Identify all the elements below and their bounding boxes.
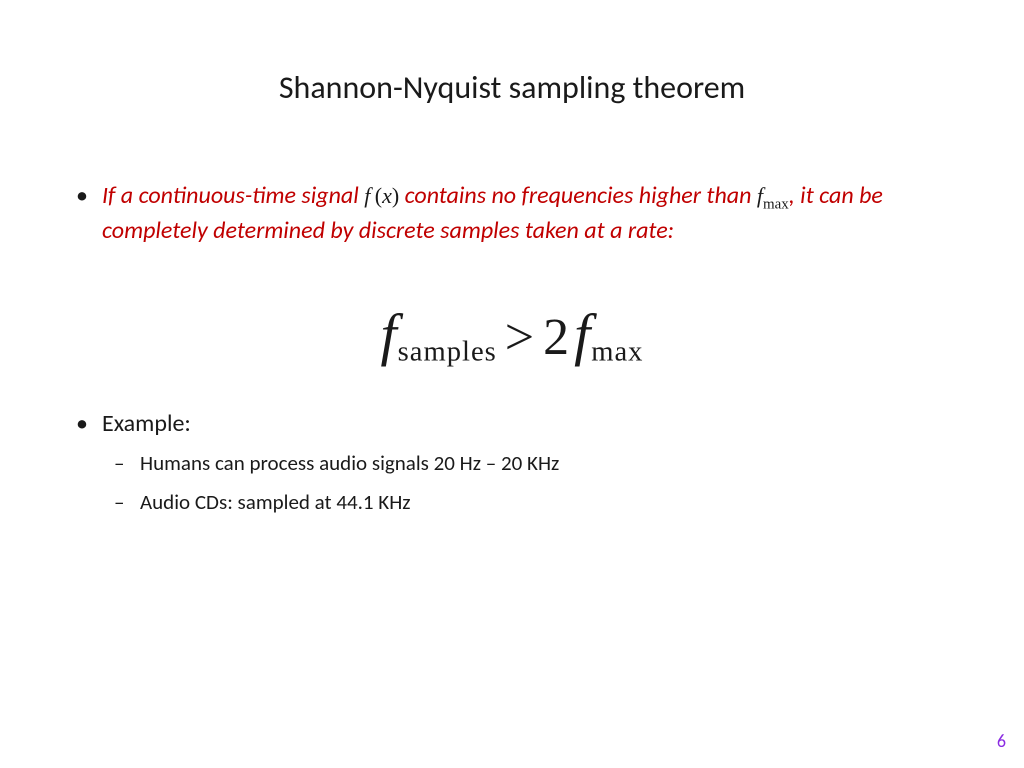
bullet-example: Example:: [70, 408, 954, 439]
slide-body: If a continuous-time signal f (x) contai…: [70, 180, 954, 522]
theorem-text-2: contains no frequencies higher than: [399, 181, 757, 210]
slide: Shannon-Nyquist sampling theorem If a co…: [0, 0, 1024, 768]
bullet-theorem: If a continuous-time signal f (x) contai…: [70, 180, 954, 246]
slide-title: Shannon-Nyquist sampling theorem: [0, 68, 1024, 107]
math-f-of-x: f (x): [364, 183, 399, 208]
math-fmax: fmax: [757, 183, 789, 208]
example-item-1: Humans can process audio signals 20 Hz –…: [70, 449, 954, 477]
equation: fsamples>2fmax: [70, 301, 954, 368]
example-label: Example:: [102, 409, 191, 438]
example-item-2: Audio CDs: sampled at 44.1 KHz: [70, 488, 954, 516]
theorem-text-1: If a continuous-time signal: [102, 181, 364, 210]
page-number: 6: [997, 730, 1006, 752]
